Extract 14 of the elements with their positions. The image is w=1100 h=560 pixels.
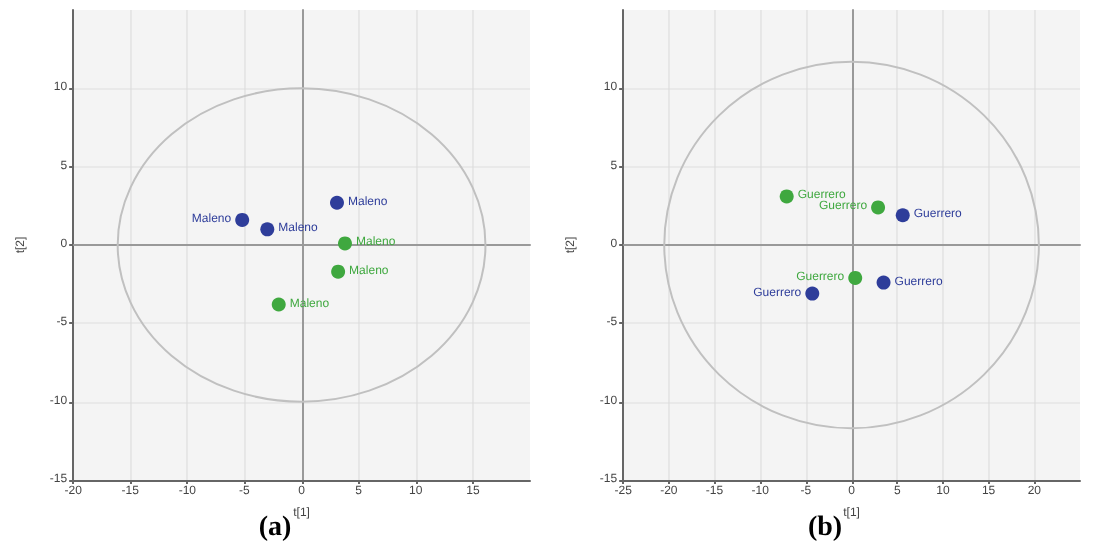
point: [895, 208, 910, 223]
point: [331, 264, 346, 279]
point: [235, 212, 250, 227]
point: [271, 297, 286, 312]
text: (a): [258, 513, 292, 543]
point: [876, 275, 891, 290]
point: [871, 200, 886, 215]
point: [260, 222, 275, 237]
point: [329, 195, 344, 210]
point: [805, 286, 820, 301]
text: (b): [807, 513, 843, 543]
point: [848, 270, 863, 285]
point: [337, 236, 352, 251]
point: [779, 189, 794, 204]
